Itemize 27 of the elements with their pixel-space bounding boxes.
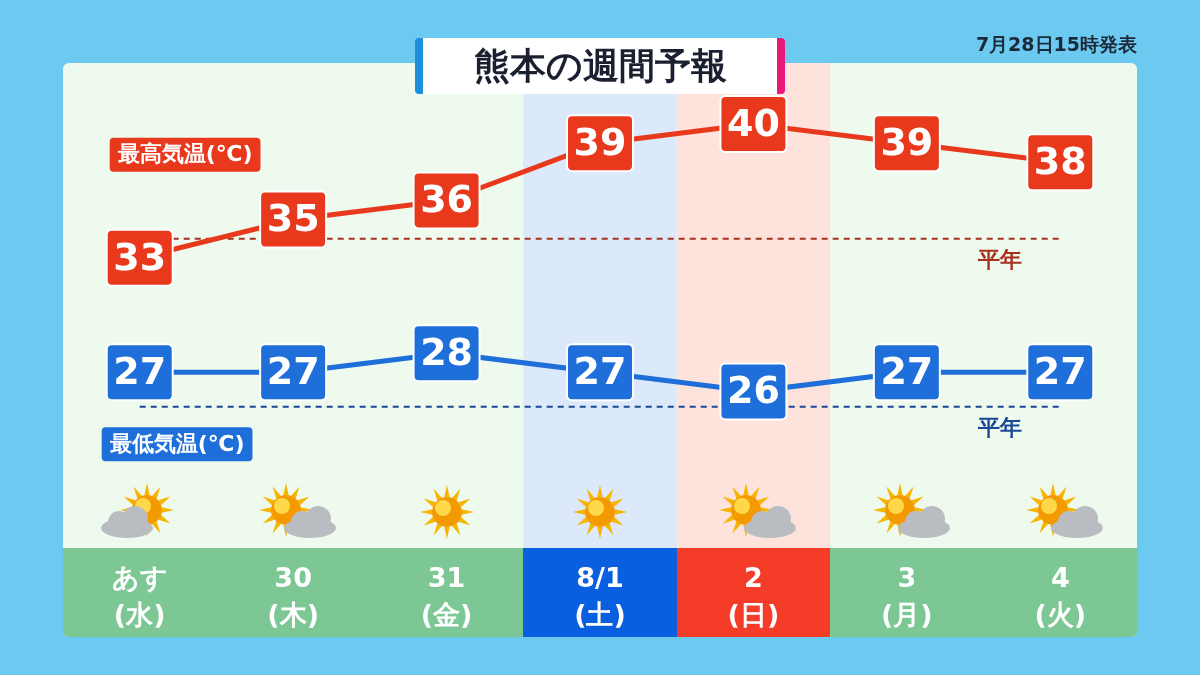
data-label: 27 bbox=[573, 349, 627, 394]
x-tick-label: 8/1 (土) bbox=[574, 562, 626, 630]
data-label: 27 bbox=[266, 349, 320, 394]
data-label: 27 bbox=[113, 349, 167, 394]
x-tick-label: 30 (木) bbox=[267, 562, 319, 630]
x-tick-label: 31 (金) bbox=[420, 562, 473, 630]
data-label: 36 bbox=[420, 177, 474, 222]
data-label: 35 bbox=[266, 196, 320, 241]
data-label: 39 bbox=[573, 120, 627, 165]
data-label: 28 bbox=[420, 330, 474, 375]
data-label: 40 bbox=[726, 100, 780, 145]
x-tick-label: あす (水) bbox=[111, 562, 168, 630]
ref-line-label: 平年 bbox=[977, 415, 1023, 441]
ref-line-label: 平年 bbox=[977, 247, 1023, 273]
data-label: 38 bbox=[1033, 139, 1087, 184]
data-label: 33 bbox=[113, 234, 167, 279]
text: 最低気温(℃) bbox=[108, 431, 245, 457]
data-label: 26 bbox=[726, 368, 780, 413]
text: 7月28日15時発表 bbox=[975, 32, 1137, 57]
x-tick-label: 2 (日) bbox=[727, 562, 780, 630]
data-label: 27 bbox=[880, 349, 934, 394]
data-label: 39 bbox=[880, 120, 934, 165]
text: 最高気温(℃) bbox=[116, 141, 253, 167]
x-tick-label: 4 (火) bbox=[1034, 562, 1087, 630]
data-label: 27 bbox=[1033, 349, 1087, 394]
chart-title: 熊本の週間予報 bbox=[415, 38, 785, 94]
x-tick-label: 3 (月) bbox=[881, 562, 933, 630]
